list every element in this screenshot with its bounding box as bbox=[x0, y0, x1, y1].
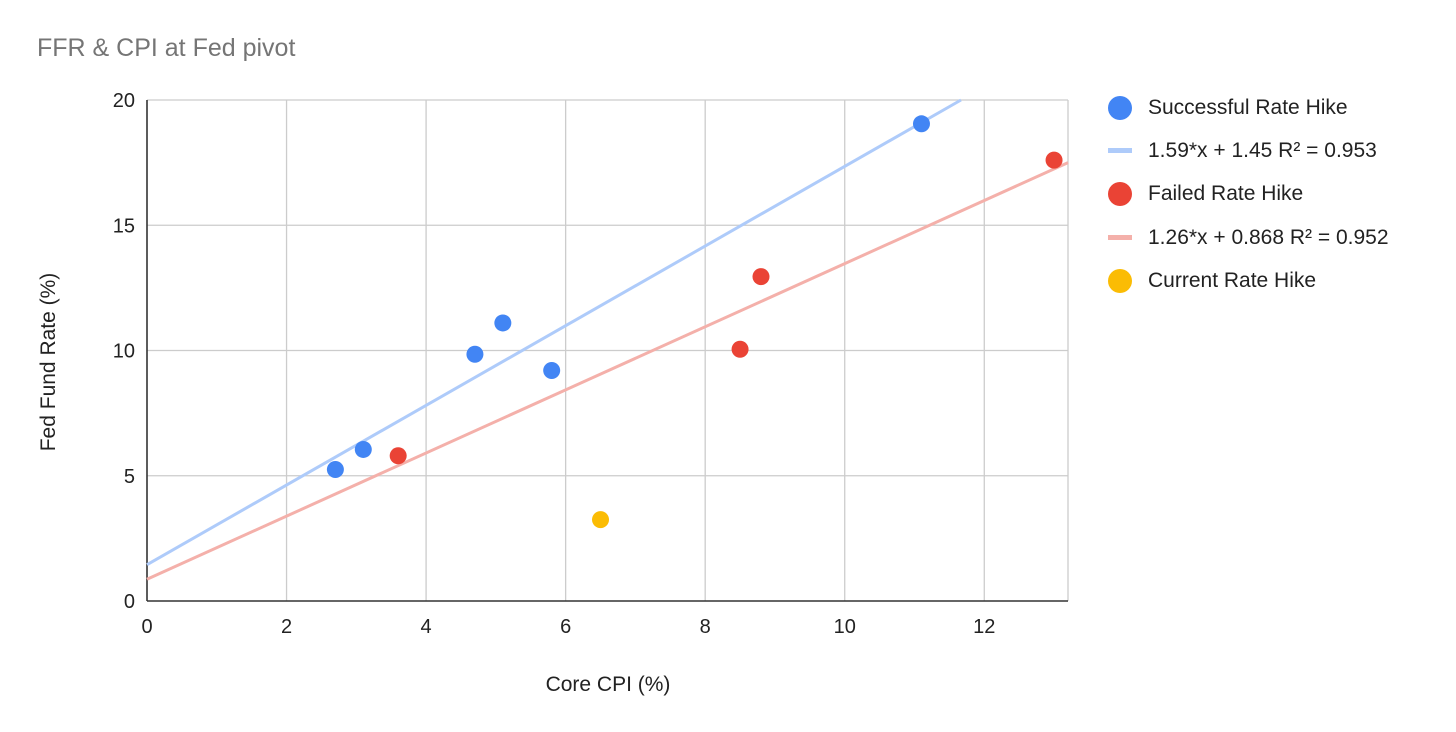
legend-label: 1.59*x + 1.45 R² = 0.953 bbox=[1148, 138, 1377, 162]
data-point bbox=[1045, 151, 1063, 169]
legend-label: Current Rate Hike bbox=[1148, 268, 1317, 292]
legend-item: Current Rate Hike bbox=[1108, 259, 1389, 302]
grid-lines bbox=[147, 99, 1069, 601]
y-tick-label: 20 bbox=[113, 90, 135, 112]
trendline bbox=[146, 98, 962, 566]
legend-item: 1.26*x + 0.868 R² = 0.952 bbox=[1108, 216, 1389, 259]
data-point bbox=[494, 314, 512, 332]
legend-item: Successful Rate Hike bbox=[1108, 86, 1389, 129]
x-tick-label: 12 bbox=[973, 616, 995, 638]
y-tick-label: 5 bbox=[124, 466, 135, 488]
data-point bbox=[466, 345, 484, 363]
y-tick-label: 10 bbox=[113, 341, 135, 363]
data-points bbox=[326, 115, 1063, 529]
x-tick-label: 2 bbox=[281, 616, 292, 638]
data-point bbox=[326, 460, 344, 478]
legend-label: Failed Rate Hike bbox=[1148, 182, 1304, 206]
x-tick-label: 8 bbox=[700, 616, 711, 638]
trendline bbox=[146, 161, 1069, 581]
axes bbox=[146, 100, 1068, 602]
legend-dot-marker bbox=[1108, 95, 1132, 120]
tick-labels: 0 2 4 6 8 10 12 0 5 10 15 20 bbox=[113, 90, 996, 638]
legend-line-marker bbox=[1108, 226, 1132, 250]
legend-dot-marker bbox=[1108, 268, 1132, 293]
chart-title: FFR & CPI at Fed pivot bbox=[37, 34, 296, 62]
x-tick-label: 4 bbox=[421, 616, 432, 638]
legend-label: 1.26*x + 0.868 R² = 0.952 bbox=[1148, 225, 1389, 249]
x-axis-title: Core CPI (%) bbox=[546, 673, 671, 696]
trendlines bbox=[146, 98, 1069, 581]
legend-dot-marker bbox=[1108, 182, 1132, 207]
y-tick-label: 15 bbox=[113, 215, 135, 237]
y-axis-title: Fed Fund Rate (%) bbox=[37, 273, 60, 452]
data-point bbox=[543, 362, 561, 380]
legend: Successful Rate Hike 1.59*x + 1.45 R² = 0… bbox=[1108, 86, 1389, 302]
legend-line-marker bbox=[1108, 139, 1132, 163]
data-point bbox=[731, 340, 749, 358]
x-tick-label: 10 bbox=[834, 616, 856, 638]
data-point bbox=[752, 268, 770, 286]
data-point bbox=[389, 447, 407, 465]
data-point bbox=[354, 440, 372, 458]
legend-label: Successful Rate Hike bbox=[1148, 95, 1348, 119]
data-point bbox=[912, 115, 930, 133]
y-tick-label: 0 bbox=[124, 591, 135, 613]
legend-item: Failed Rate Hike bbox=[1108, 173, 1389, 216]
data-point bbox=[592, 511, 610, 529]
x-tick-label: 0 bbox=[141, 616, 152, 638]
legend-item: 1.59*x + 1.45 R² = 0.953 bbox=[1108, 129, 1389, 172]
x-tick-label: 6 bbox=[560, 616, 571, 638]
